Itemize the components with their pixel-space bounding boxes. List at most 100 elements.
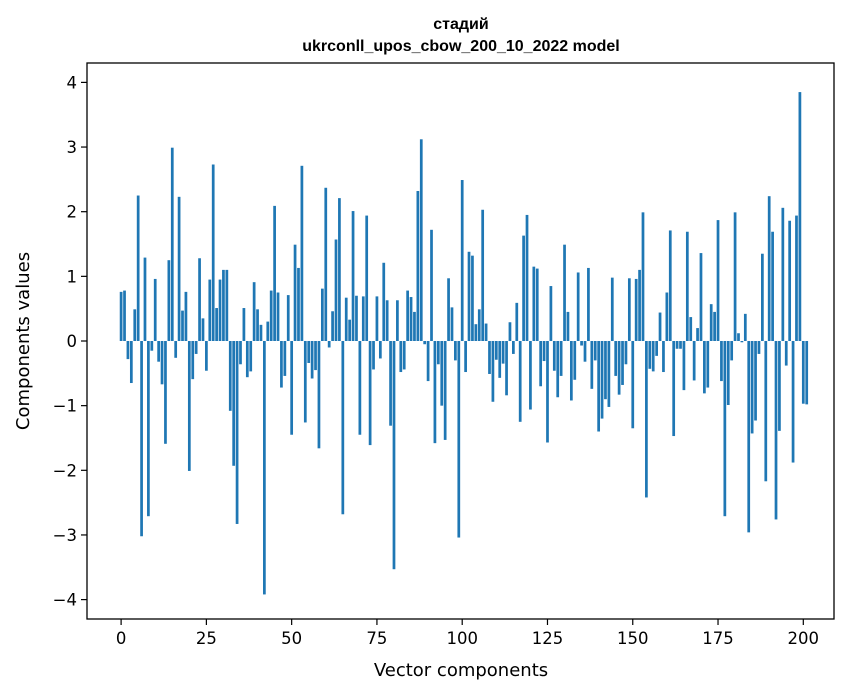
bar-72 <box>365 215 369 341</box>
bar-157 <box>655 341 658 356</box>
bar-147 <box>621 341 624 385</box>
bar-21 <box>191 341 195 380</box>
chart-title: стадий <box>433 16 488 33</box>
bar-152 <box>638 269 641 341</box>
bar-74 <box>372 341 375 370</box>
bar-171 <box>703 341 706 394</box>
bar-173 <box>709 304 713 341</box>
bar-112 <box>501 341 505 364</box>
bar-174 <box>713 311 716 341</box>
bar-95 <box>443 341 447 440</box>
bar-42 <box>263 341 266 595</box>
bar-168 <box>692 341 696 381</box>
bar-194 <box>781 207 785 341</box>
bar-149 <box>627 278 631 341</box>
bar-163 <box>675 341 679 349</box>
bar-195 <box>784 341 788 366</box>
bar-23 <box>198 258 201 341</box>
bar-69 <box>355 295 358 341</box>
bar-93 <box>436 341 440 365</box>
y-tick-label: 3 <box>67 138 78 157</box>
bar-89 <box>423 341 427 345</box>
x-tick-label: 75 <box>366 629 387 648</box>
bar-167 <box>689 317 693 341</box>
bar-63 <box>334 239 338 341</box>
bar-62 <box>331 311 334 341</box>
bar-117 <box>518 341 522 422</box>
bar-47 <box>280 341 283 388</box>
bar-150 <box>631 341 635 429</box>
bar-103 <box>471 255 474 341</box>
bar-4 <box>133 309 137 341</box>
bar-188 <box>761 253 764 341</box>
bar-133 <box>573 341 577 380</box>
bar-183 <box>743 313 747 341</box>
bar-96 <box>447 278 450 341</box>
bar-128 <box>556 341 560 398</box>
bar-185 <box>750 341 754 434</box>
y-tick-label: −3 <box>53 526 77 545</box>
bar-1 <box>123 290 126 341</box>
bar-71 <box>361 296 365 341</box>
bar-154 <box>645 341 648 498</box>
bar-164 <box>679 341 682 349</box>
bar-124 <box>542 341 546 362</box>
x-tick-label: 0 <box>116 629 127 648</box>
bar-88 <box>419 139 423 341</box>
bar-116 <box>515 302 519 341</box>
bar-22 <box>194 341 198 354</box>
y-tick-label: 4 <box>67 73 78 92</box>
y-tick-label: −2 <box>53 461 77 480</box>
bar-175 <box>716 220 720 341</box>
bar-159 <box>662 341 665 373</box>
bar-83 <box>402 341 406 370</box>
bar-64 <box>338 198 341 341</box>
bar-181 <box>737 333 740 341</box>
bar-24 <box>201 318 205 341</box>
bar-60 <box>324 187 328 341</box>
bar-34 <box>235 341 239 524</box>
bar-53 <box>300 165 304 341</box>
x-tick-label: 100 <box>446 629 478 648</box>
bar-13 <box>164 341 167 444</box>
bar-189 <box>764 341 768 482</box>
bar-57 <box>314 341 317 371</box>
bar-59 <box>320 288 324 341</box>
x-tick-label: 150 <box>617 629 649 648</box>
bar-81 <box>396 300 399 341</box>
y-axis-ticks: −4 −3 −2 −1 0 1 2 3 4 <box>53 73 87 610</box>
bar-100 <box>460 180 464 341</box>
bar-184 <box>747 341 751 533</box>
bar-187 <box>757 341 761 354</box>
bar-140 <box>597 341 601 432</box>
y-tick-label: 1 <box>67 267 78 286</box>
bar-32 <box>228 341 232 411</box>
bar-28 <box>215 308 218 341</box>
bar-127 <box>552 341 556 371</box>
bar-158 <box>658 312 662 341</box>
bar-26 <box>208 279 212 341</box>
bar-17 <box>177 196 181 341</box>
bar-172 <box>706 341 710 388</box>
bar-191 <box>771 231 774 341</box>
bar-3 <box>129 341 133 384</box>
bar-146 <box>617 341 621 395</box>
bar-31 <box>225 269 229 341</box>
bar-44 <box>269 290 273 341</box>
bar-49 <box>286 295 290 341</box>
bar-138 <box>590 341 594 389</box>
bar-73 <box>368 341 372 446</box>
bar-50 <box>290 341 294 435</box>
bar-10 <box>153 278 157 341</box>
bar-193 <box>778 341 781 431</box>
bar-121 <box>532 266 536 341</box>
bar-178 <box>726 341 730 405</box>
bar-7 <box>143 257 147 341</box>
bar-70 <box>358 341 362 435</box>
bar-84 <box>406 290 409 341</box>
y-tick-label: −4 <box>53 591 77 610</box>
bar-29 <box>218 279 222 341</box>
bar-75 <box>375 296 379 341</box>
bar-143 <box>607 341 611 407</box>
